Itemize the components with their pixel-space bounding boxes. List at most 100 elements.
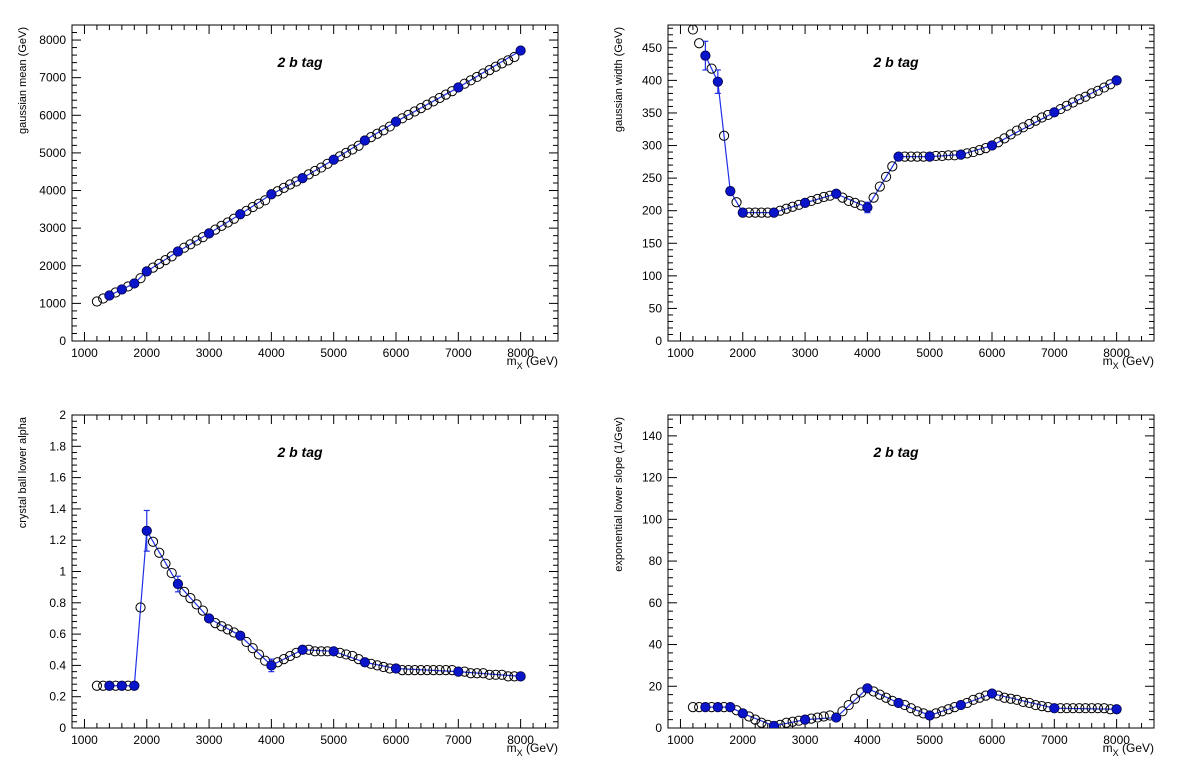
y-tick-label: 1.8 <box>49 439 66 453</box>
y-tick-label: 1.6 <box>49 471 66 485</box>
y-tick-label: 0 <box>655 721 662 735</box>
open-marker <box>750 207 761 218</box>
x-tick-label: 2000 <box>133 346 160 360</box>
x-tick-label: 4000 <box>854 733 881 747</box>
open-marker <box>222 217 233 228</box>
open-marker <box>91 296 103 307</box>
filled-marker <box>924 151 935 162</box>
y-tick-label: 4000 <box>39 184 66 198</box>
x-tick-label: 2000 <box>133 733 160 747</box>
open-marker <box>1036 700 1047 712</box>
open-marker <box>210 618 221 629</box>
open-marker <box>222 624 233 635</box>
chart-panel-3: 1000 2000 3000 4000 5000 6000 7000 8000 0 0.2 0.4 0… <box>17 408 559 758</box>
open-marker <box>378 661 389 673</box>
filled-marker <box>129 680 140 691</box>
open-marker <box>694 38 705 49</box>
x-axis-label-unit: (GeV) <box>1119 354 1154 368</box>
open-marker <box>912 706 923 717</box>
open-marker <box>812 712 823 723</box>
open-marker <box>1024 118 1035 130</box>
filled-marker <box>955 700 966 710</box>
filled-marker <box>725 702 736 713</box>
open-marker <box>490 61 501 72</box>
filled-marker <box>297 644 308 655</box>
filled-marker <box>391 663 401 674</box>
y-tick-label: 50 <box>649 301 663 315</box>
open-marker <box>1067 703 1079 714</box>
open-marker <box>1074 703 1085 714</box>
filled-marker <box>737 708 748 719</box>
x-tick-label: 6000 <box>979 733 1006 747</box>
x-axis-label-sub: X <box>1113 361 1119 371</box>
y-tick-label: 3000 <box>39 221 66 235</box>
x-axis-label: mX (GeV) <box>1103 354 1154 371</box>
annotation-label: 2 b tag <box>872 54 919 70</box>
y-tick-label: 40 <box>649 638 663 652</box>
y-axis-label: exponential lower slope (1/Gev) <box>613 417 625 572</box>
open-marker <box>216 621 227 632</box>
y-tick-label: 300 <box>642 139 662 153</box>
x-tick-label: 7000 <box>1041 346 1068 360</box>
y-tick-label: 140 <box>642 429 662 443</box>
open-marker <box>818 711 829 722</box>
filled-marker <box>862 683 873 694</box>
open-marker <box>974 692 985 703</box>
open-marker <box>372 660 383 671</box>
x-axis-label-sub: X <box>517 748 523 758</box>
x-tick-label: 4000 <box>258 733 285 747</box>
y-tick-label: 1.4 <box>49 502 66 516</box>
open-marker <box>309 646 321 657</box>
open-marker <box>341 649 352 660</box>
open-marker <box>880 692 892 703</box>
y-tick-label: 450 <box>642 41 662 55</box>
open-marker <box>1018 122 1029 133</box>
open-marker <box>434 92 445 104</box>
chart-panel-1: 1000 2000 3000 4000 5000 6000 7000 8000 0 1000 200… <box>17 24 559 371</box>
open-marker <box>378 125 389 136</box>
open-marker <box>843 195 854 207</box>
filled-marker <box>700 702 711 713</box>
open-marker <box>341 147 352 159</box>
plot-frame <box>667 24 1155 342</box>
chart-panel-4: 1000 2000 3000 4000 5000 6000 7000 8000 0 20 40 60 8… <box>613 414 1155 758</box>
open-marker <box>968 146 979 158</box>
y-tick-label: 200 <box>642 204 662 218</box>
x-tick-label: 3000 <box>792 346 819 360</box>
open-marker <box>943 704 954 715</box>
open-marker <box>999 692 1010 703</box>
open-marker <box>812 193 823 205</box>
y-tick-label: 250 <box>642 171 662 185</box>
y-tick-label: 1000 <box>39 296 66 310</box>
open-marker <box>1099 703 1110 714</box>
x-tick-label: 4000 <box>258 346 285 360</box>
y-tick-label: 60 <box>649 596 663 610</box>
open-marker <box>316 646 327 657</box>
y-tick-label: 0 <box>59 721 66 735</box>
filled-marker <box>712 76 723 87</box>
open-marker <box>309 165 321 177</box>
filled-marker <box>800 197 810 208</box>
open-marker <box>434 664 445 676</box>
filled-marker <box>831 188 842 199</box>
y-tick-label: 100 <box>642 269 662 283</box>
open-marker <box>1067 97 1079 108</box>
y-tick-label: 80 <box>649 554 663 568</box>
open-marker <box>347 144 358 155</box>
filled-marker <box>328 154 339 165</box>
open-marker <box>496 58 508 69</box>
filled-marker <box>515 671 526 682</box>
open-marker <box>197 605 208 616</box>
open-marker <box>843 699 854 711</box>
open-marker <box>154 258 165 269</box>
filled-marker <box>862 202 873 213</box>
open-marker <box>409 106 420 117</box>
open-marker <box>968 694 979 705</box>
x-tick-label: 8000 <box>1103 733 1130 747</box>
open-marker <box>1030 699 1041 711</box>
y-tick-label: 150 <box>642 236 662 250</box>
filled-marker <box>104 290 115 301</box>
open-marker <box>191 599 202 610</box>
filled-marker <box>1049 703 1060 714</box>
filled-marker <box>987 688 997 699</box>
